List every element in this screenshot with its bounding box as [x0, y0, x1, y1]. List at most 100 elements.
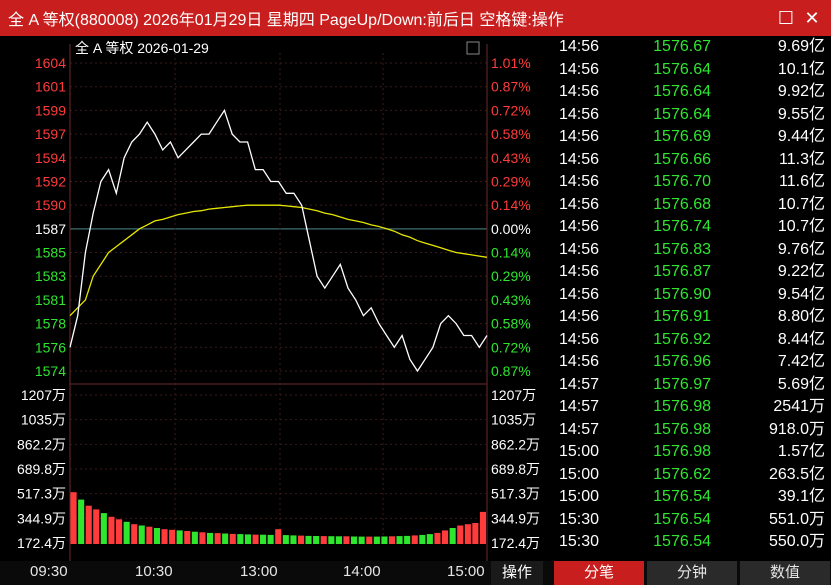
tab-values[interactable]: 数值	[740, 561, 830, 585]
tick-row: 14:56 1576.69 9.44亿	[553, 126, 831, 149]
volume-bar	[426, 534, 433, 544]
volume-bar	[116, 519, 123, 544]
tick-time: 14:57	[559, 398, 600, 415]
tick-volume: 9.22亿	[777, 263, 825, 280]
tick-row: 14:56 1576.90 9.54亿	[553, 284, 831, 307]
tick-time: 14:56	[559, 353, 600, 370]
tick-row: 14:56 1576.64 9.92亿	[553, 81, 831, 104]
avg-price-line	[69, 204, 488, 317]
tick-row: 14:56 1576.64 10.1亿	[553, 59, 831, 82]
tick-time: 14:56	[559, 218, 600, 235]
tick-price: 1576.66	[653, 150, 711, 168]
tick-price: 1576.98	[653, 398, 711, 415]
price-tick-label: 1578	[35, 316, 66, 332]
tick-time: 15:30	[559, 533, 600, 550]
tick-price: 1576.64	[653, 60, 711, 78]
volume-bar	[169, 529, 176, 544]
time-tick-label: 10:30	[135, 563, 173, 580]
tick-volume: 9.92亿	[777, 83, 825, 100]
tick-row: 14:56 1576.74 10.7亿	[553, 216, 831, 239]
tick-time: 14:56	[559, 195, 600, 213]
volume-bar	[146, 526, 153, 544]
volume-bar	[464, 524, 471, 544]
volume-bar	[313, 536, 320, 544]
tick-row: 14:56 1576.91 8.80亿	[553, 306, 831, 329]
time-tick-label: 15:00	[447, 563, 485, 580]
volume-bar	[472, 523, 479, 544]
tick-price: 1576.54	[653, 510, 711, 528]
tick-time: 14:56	[559, 83, 600, 100]
tick-row: 14:57 1576.98 918.0万	[553, 419, 831, 442]
pct-tick-label: 0.87%	[491, 79, 531, 95]
tick-price: 1576.68	[653, 195, 711, 213]
tick-time: 14:56	[559, 263, 600, 280]
tick-volume: 263.5亿	[768, 465, 825, 483]
pct-tick-label: 0.00%	[491, 221, 531, 237]
volume-bar	[373, 536, 380, 544]
volume-bar	[131, 524, 138, 544]
volume-tick-label: 344.9万	[491, 510, 540, 526]
pct-tick-label: 0.14%	[491, 245, 531, 261]
volume-bar	[381, 536, 388, 544]
volume-tick-label: 344.9万	[17, 510, 66, 526]
volume-bar	[396, 536, 403, 544]
tab-minute[interactable]: 分钟	[647, 561, 737, 585]
volume-bar	[320, 536, 327, 544]
volume-bar	[229, 533, 236, 544]
volume-bar	[411, 535, 418, 544]
price-tick-label: 1601	[35, 79, 66, 95]
tick-price: 1576.74	[653, 218, 711, 235]
tick-row: 14:57 1576.98 2541万	[553, 396, 831, 419]
price-tick-label: 1597	[35, 126, 66, 142]
operate-button[interactable]: 操作	[491, 561, 543, 585]
tick-row: 14:56 1576.92 8.44亿	[553, 329, 831, 352]
time-tick-label: 13:00	[240, 563, 278, 580]
tick-time: 14:56	[559, 105, 600, 123]
price-tick-label: 1604	[35, 55, 66, 71]
tick-row: 14:56 1576.66 11.3亿	[553, 149, 831, 172]
volume-bar	[108, 516, 115, 544]
volume-bar	[222, 533, 229, 544]
tick-price: 1576.98	[653, 443, 711, 460]
pct-tick-label: 0.29%	[491, 268, 531, 284]
tick-price: 1576.54	[653, 533, 711, 550]
tick-price: 1576.91	[653, 308, 711, 325]
volume-tick-label: 862.2万	[491, 436, 540, 452]
close-icon[interactable]: ✕	[804, 8, 820, 28]
tick-time: 15:00	[559, 443, 600, 460]
tick-price: 1576.90	[653, 285, 711, 303]
volume-bar	[199, 532, 206, 544]
volume-tick-label: 172.4万	[491, 535, 540, 551]
volume-bar	[138, 525, 145, 544]
volume-bar	[404, 535, 411, 544]
volume-bar	[70, 492, 77, 544]
tick-volume: 10.7亿	[777, 195, 825, 213]
volume-bar	[328, 536, 335, 544]
volume-tick-label: 689.8万	[491, 461, 540, 477]
time-tick-label: 09:30	[30, 563, 68, 580]
pct-tick-label: 0.43%	[491, 292, 531, 308]
volume-bar	[366, 536, 373, 544]
tick-volume: 11.3亿	[779, 150, 825, 168]
price-tick-label: 1576	[35, 339, 66, 355]
tab-ticks[interactable]: 分笔	[554, 561, 644, 585]
tick-volume: 39.1亿	[777, 488, 825, 505]
volume-bar	[479, 511, 486, 544]
volume-tick-label: 689.8万	[17, 461, 66, 477]
volume-tick-label: 1035万	[491, 412, 536, 428]
restore-icon[interactable]: ☐	[777, 8, 795, 28]
tick-price: 1576.98	[653, 420, 711, 438]
tick-time: 15:30	[559, 510, 600, 528]
tick-price: 1576.54	[653, 488, 711, 505]
volume-bar	[161, 529, 168, 544]
volume-bar	[214, 533, 221, 544]
price-tick-label: 1585	[35, 245, 66, 261]
window-title: 全 A 等权(880008) 2026年01月29日 星期四 PageUp/Do…	[8, 12, 564, 29]
tick-volume: 8.44亿	[777, 330, 825, 348]
tick-list[interactable]: 14:56 1576.67 9.69亿 14:56 1576.64 10.1亿 14:56 1…	[553, 36, 831, 561]
volume-tick-label: 1035万	[21, 412, 66, 428]
tick-price: 1576.97	[653, 375, 711, 393]
tick-time: 14:56	[559, 128, 600, 145]
tick-price: 1576.96	[653, 353, 711, 370]
tick-volume: 2541万	[773, 398, 825, 415]
